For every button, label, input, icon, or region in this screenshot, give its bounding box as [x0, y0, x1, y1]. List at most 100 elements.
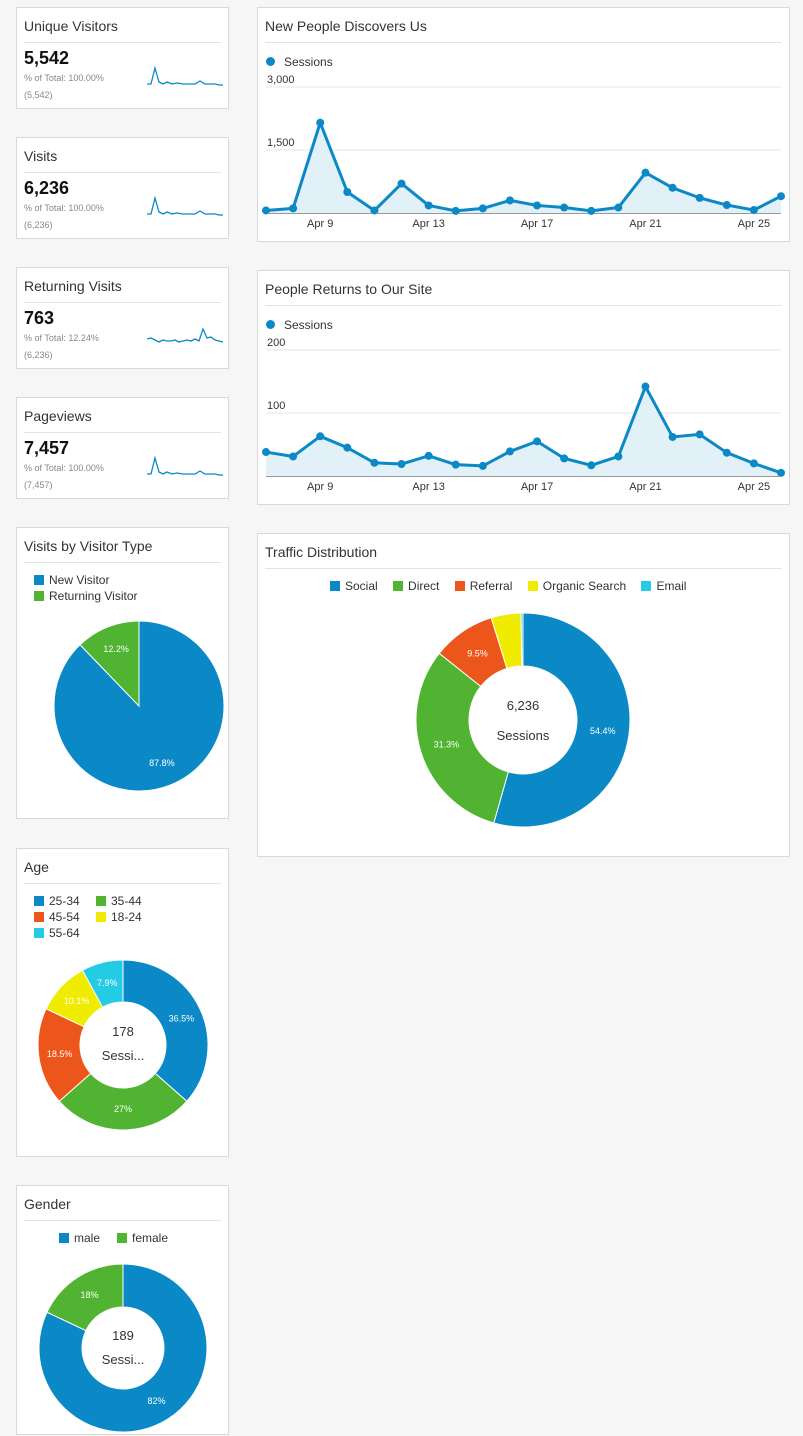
returning-visits-pct: % of Total: 12.24%: [24, 333, 99, 343]
legend-label: Sessions: [284, 318, 333, 332]
age-legend-55-64[interactable]: 55-64: [34, 926, 80, 940]
age-legend-18-24[interactable]: 18-24: [96, 910, 142, 924]
new-people-card[interactable]: New People Discovers Us Sessions 3,000 1,…: [257, 7, 790, 242]
traffic-legend-organic-search[interactable]: Organic Search: [527, 579, 627, 593]
x-tick-label: Apr 17: [521, 481, 553, 493]
data-point: [533, 437, 542, 446]
visitor-type-card[interactable]: Visits by Visitor Type New Visitor Retur…: [16, 527, 229, 819]
data-point: [505, 447, 514, 456]
x-tick-label: Apr 21: [629, 218, 661, 230]
legend-label: 35-44: [111, 894, 142, 908]
data-point: [587, 206, 596, 215]
age-card[interactable]: Age 25-34 35-44 45-54 18-24 55-64 36.5% 2…: [16, 848, 229, 1157]
legend-label: Returning Visitor: [49, 589, 138, 603]
x-tick-label: Apr 17: [521, 218, 553, 230]
pie-data-label: 7.9%: [97, 978, 118, 988]
data-point: [262, 206, 270, 215]
legend-label: Referral: [469, 579, 513, 593]
legend-label: Email: [656, 579, 687, 593]
age-legend-35-44[interactable]: 35-44: [96, 894, 142, 908]
data-point: [722, 448, 731, 457]
pie-slice-male: [38, 1263, 208, 1433]
data-point: [397, 179, 406, 188]
visits-total: (6,236): [24, 220, 53, 230]
legend-swatch: [34, 896, 44, 906]
pie-slice-returning-visitor: [79, 620, 140, 708]
visits-card[interactable]: Visits 6,236 % of Total: 100.00% (6,236): [16, 137, 229, 239]
data-point: [614, 452, 623, 461]
pie-slice-35-44: [58, 1072, 188, 1131]
traffic-center-value: 6,236: [507, 698, 540, 713]
visitor-type-legend-returning[interactable]: Returning Visitor: [34, 589, 138, 603]
returning-visits-sparkline: [147, 327, 223, 343]
pie-slice-direct: [415, 652, 509, 824]
data-point: [560, 203, 569, 212]
legend-swatch: [34, 912, 44, 922]
unique-visitors-title: Unique Visitors: [24, 18, 221, 43]
returning-visits-card[interactable]: Returning Visits 763 % of Total: 12.24% …: [16, 267, 229, 369]
visitor-type-legend-new[interactable]: New Visitor: [34, 573, 109, 587]
pie-data-label: 36.5%: [169, 1014, 195, 1024]
visits-title: Visits: [24, 148, 221, 173]
pie-data-label: 18%: [81, 1290, 99, 1300]
gender-legend-female[interactable]: female: [117, 1231, 168, 1245]
legend-dot: [266, 320, 275, 329]
visits-value: 6,236: [24, 178, 70, 198]
legend-swatch: [96, 912, 106, 922]
data-point: [749, 206, 758, 215]
gender-card[interactable]: Gender male female 82% 18% 189 Sessi...: [16, 1185, 229, 1435]
gender-legend-male[interactable]: male: [59, 1231, 100, 1245]
legend-label: female: [132, 1231, 169, 1245]
age-legend-25-34[interactable]: 25-34: [34, 894, 80, 908]
data-point: [668, 183, 677, 192]
new-people-legend-sessions[interactable]: Sessions: [266, 55, 333, 69]
pageviews-pct: % of Total: 100.00%: [24, 463, 104, 473]
data-point: [370, 458, 379, 467]
data-point: [777, 468, 785, 477]
gender-center-label: Sessi...: [102, 1352, 145, 1367]
returning-people-legend-sessions[interactable]: Sessions: [266, 318, 333, 332]
new-people-title: New People Discovers Us: [265, 18, 782, 43]
x-tick-label: Apr 21: [629, 481, 661, 493]
legend-swatch: [34, 591, 44, 601]
legend-swatch: [59, 1233, 69, 1243]
pie-data-label: 87.8%: [149, 758, 175, 768]
data-point: [695, 193, 704, 202]
traffic-legend-direct[interactable]: Direct: [393, 579, 439, 593]
visitor-type-title: Visits by Visitor Type: [24, 538, 221, 563]
legend-label: Direct: [408, 579, 440, 593]
visits-sparkline: [147, 195, 223, 216]
series-line: [265, 385, 782, 475]
legend-label: male: [74, 1231, 101, 1245]
legend-label: 55-64: [49, 926, 80, 940]
traffic-legend-social[interactable]: Social: [330, 579, 378, 593]
y-tick-label: 200: [267, 337, 285, 349]
data-point: [614, 203, 623, 212]
legend-label: 45-54: [49, 910, 80, 924]
data-point: [478, 204, 487, 213]
pie-slice-55-64: [81, 959, 124, 1008]
data-point: [478, 461, 487, 470]
unique-visitors-sparkline: [147, 65, 223, 86]
returning-people-title: People Returns to Our Site: [265, 281, 782, 306]
age-title: Age: [24, 859, 221, 884]
data-point: [505, 196, 514, 205]
pie-data-label: 10.1%: [64, 996, 90, 1006]
pageviews-card[interactable]: Pageviews 7,457 % of Total: 100.00% (7,4…: [16, 397, 229, 499]
traffic-legend-email[interactable]: Email: [641, 579, 686, 593]
x-tick-label: Apr 9: [307, 481, 333, 493]
returning-people-card[interactable]: People Returns to Our Site Sessions 200 1…: [257, 270, 790, 505]
legend-swatch: [34, 928, 44, 938]
data-point: [289, 204, 298, 213]
pie-data-label: 27%: [114, 1104, 132, 1114]
x-tick-label: Apr 13: [412, 218, 444, 230]
traffic-card[interactable]: Traffic Distribution Social Direct Refer…: [257, 533, 790, 857]
age-legend-45-54[interactable]: 45-54: [34, 910, 80, 924]
legend-label: Organic Search: [542, 579, 627, 593]
traffic-legend: Social Direct Referral Organic Search Em…: [330, 579, 698, 593]
traffic-legend-referral[interactable]: Referral: [454, 579, 513, 593]
unique-visitors-card[interactable]: Unique Visitors 5,542 % of Total: 100.00…: [16, 7, 229, 109]
legend-swatch: [34, 575, 44, 585]
y-tick-label: 1,500: [267, 137, 295, 149]
age-center-label: Sessi...: [102, 1048, 145, 1063]
